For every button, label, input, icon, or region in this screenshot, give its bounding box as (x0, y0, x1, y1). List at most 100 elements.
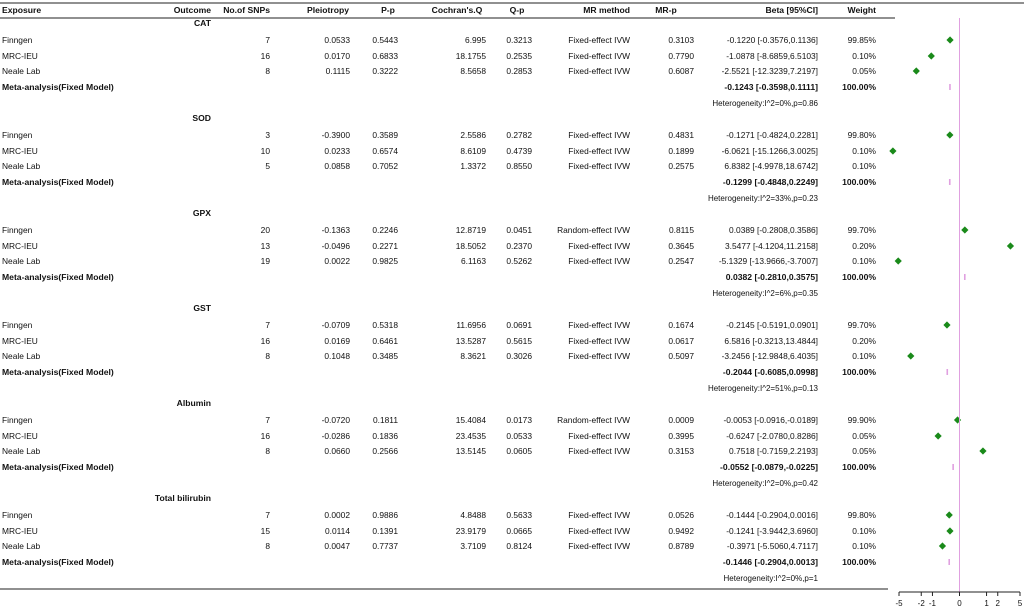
column-header: Exposure (2, 5, 41, 15)
row-pp: 0.9825 (372, 256, 398, 266)
row-beta_ci: -3.2456 [-12.9848,6.4035] (722, 351, 818, 361)
row-pleiotropy: -0.1363 (322, 225, 351, 235)
row-exposure: MRC-IEU (2, 336, 38, 346)
row-mrp: 0.0009 (668, 415, 694, 425)
meta-weight: 100.00% (842, 272, 876, 282)
row-method: Fixed-effect IVW (568, 510, 630, 520)
row-mrp: 0.2575 (668, 161, 694, 171)
row-pleiotropy: -0.0709 (322, 320, 351, 330)
row-pleiotropy: -0.0496 (322, 241, 351, 251)
heterogeneity-text: Heterogeneity:I^2=0%,p=1 (724, 574, 819, 583)
row-weight: 0.05% (852, 446, 876, 456)
row-method: Fixed-effect IVW (568, 526, 630, 536)
estimate-point (943, 321, 951, 329)
row-pp: 0.5443 (372, 35, 398, 45)
row-pp: 0.6574 (372, 146, 398, 156)
pooled-estimate-mark (946, 369, 949, 375)
row-exposure: MRC-IEU (2, 146, 38, 156)
row-weight: 0.10% (852, 161, 876, 171)
row-pleiotropy: -0.0286 (322, 431, 351, 441)
row-beta_ci: -2.5521 [-12.3239,7.2197] (722, 66, 818, 76)
row-mrp: 0.2547 (668, 256, 694, 266)
meta-beta-ci: -0.1299 [-0.4848,0.2249] (723, 177, 818, 187)
row-snps: 16 (261, 336, 271, 346)
row-q: 8.3621 (460, 351, 486, 361)
row-method: Fixed-effect IVW (568, 35, 630, 45)
group-outcome-label: CAT (194, 18, 212, 28)
row-pleiotropy: 0.0114 (325, 526, 350, 536)
meta-analysis-label: Meta-analysis(Fixed Model) (2, 177, 114, 187)
row-beta_ci: -0.0053 [-0.0916,-0.0189] (723, 415, 818, 425)
row-exposure: Finngen (2, 225, 33, 235)
estimate-point (979, 447, 987, 455)
row-beta_ci: -0.3971 [-5.5060,4.7117] (727, 541, 818, 551)
row-mrp: 0.9492 (668, 526, 694, 536)
row-snps: 15 (261, 526, 271, 536)
column-header: Outcome (174, 5, 211, 15)
row-pp: 0.2566 (372, 446, 398, 456)
row-exposure: Finngen (2, 415, 33, 425)
row-method: Fixed-effect IVW (568, 351, 630, 361)
row-q: 12.8719 (456, 225, 487, 235)
row-exposure: MRC-IEU (2, 51, 38, 61)
group-outcome-label: GST (193, 303, 211, 313)
row-weight: 99.70% (848, 320, 877, 330)
row-qp: 0.8550 (506, 161, 532, 171)
row-pp: 0.2246 (372, 225, 398, 235)
row-exposure: Finngen (2, 130, 33, 140)
row-pp: 0.3222 (372, 66, 398, 76)
row-pp: 0.9886 (372, 510, 398, 520)
estimate-point (961, 226, 969, 234)
row-q: 13.5145 (456, 446, 487, 456)
heterogeneity-text: Heterogeneity:I^2=6%,p=0.35 (712, 289, 818, 298)
row-qp: 0.5262 (506, 256, 532, 266)
estimate-point (927, 52, 935, 60)
row-pp: 0.7052 (372, 161, 398, 171)
column-header: MR method (583, 5, 630, 15)
row-qp: 0.2535 (506, 51, 532, 61)
row-qp: 0.4739 (506, 146, 532, 156)
row-weight: 0.10% (852, 526, 876, 536)
heterogeneity-text: Heterogeneity:I^2=33%,p=0.23 (708, 194, 819, 203)
estimate-point (907, 352, 915, 360)
meta-beta-ci: -0.1446 [-0.2904,0.0013] (723, 557, 818, 567)
row-weight: 99.85% (848, 35, 877, 45)
row-qp: 0.5615 (506, 336, 532, 346)
row-q: 18.5052 (456, 241, 487, 251)
row-q: 18.1755 (456, 51, 487, 61)
row-weight: 0.20% (852, 336, 876, 346)
row-exposure: MRC-IEU (2, 241, 38, 251)
row-exposure: Neale Lab (2, 256, 41, 266)
estimate-point (1006, 242, 1015, 250)
row-mrp: 0.5097 (668, 351, 694, 361)
row-pleiotropy: 0.1048 (324, 351, 350, 361)
row-method: Fixed-effect IVW (568, 431, 630, 441)
estimate-point (953, 416, 962, 424)
row-beta_ci: -5.1329 [-13.9666,-3.7007] (719, 256, 818, 266)
row-pleiotropy: 0.0022 (324, 256, 350, 266)
row-method: Fixed-effect IVW (568, 541, 630, 551)
row-q: 23.4535 (456, 431, 487, 441)
row-qp: 0.2782 (506, 130, 532, 140)
row-qp: 0.0691 (506, 320, 532, 330)
row-q: 11.6956 (456, 320, 486, 330)
row-q: 23.9179 (456, 526, 487, 536)
row-beta_ci: -0.1241 [-3.9442,3.6960] (726, 526, 818, 536)
row-qp: 0.5633 (506, 510, 532, 520)
row-q: 2.5586 (460, 130, 486, 140)
row-exposure: MRC-IEU (2, 431, 38, 441)
row-pleiotropy: 0.0233 (324, 146, 350, 156)
row-qp: 0.0533 (506, 431, 532, 441)
row-q: 6.1163 (461, 256, 486, 266)
row-beta_ci: -6.0621 [-15.1266,3.0025] (722, 146, 818, 156)
row-beta_ci: -0.1271 [-0.4824,0.2281] (726, 130, 818, 140)
row-method: Fixed-effect IVW (568, 51, 630, 61)
row-q: 1.3372 (460, 161, 486, 171)
x-tick-label: 5 (1018, 599, 1023, 608)
row-mrp: 0.3153 (668, 446, 694, 456)
row-pleiotropy: 0.0170 (324, 51, 350, 61)
meta-weight: 100.00% (842, 557, 876, 567)
meta-analysis-label: Meta-analysis(Fixed Model) (2, 82, 114, 92)
pooled-estimate-mark (963, 274, 966, 280)
row-weight: 0.10% (852, 351, 876, 361)
